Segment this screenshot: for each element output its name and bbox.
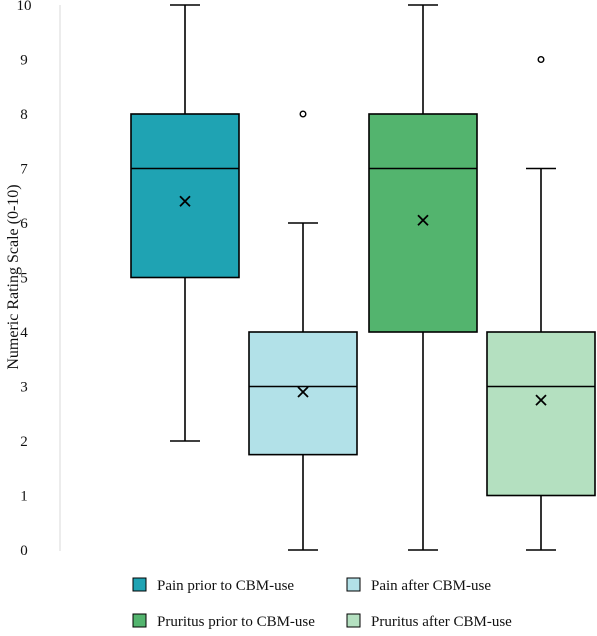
box-iqr <box>368 113 478 333</box>
y-tick-label-2: 2 <box>20 434 28 450</box>
y-tick-label-7: 7 <box>20 162 28 178</box>
boxes <box>130 4 596 551</box>
mean-marker-b <box>297 386 309 398</box>
box-series-2 <box>248 110 358 551</box>
legend: Pain prior to CBM-use Pain after CBM-use P… <box>132 577 512 630</box>
legend-swatch-4 <box>346 613 361 628</box>
y-tick-labels: 0 1 2 3 4 5 6 7 8 9 10 <box>17 0 32 559</box>
legend-swatch-2 <box>346 577 361 592</box>
legend-swatch-3 <box>132 613 147 628</box>
legend-label-3: Pruritus prior to CBM-use <box>157 614 315 630</box>
y-tick-label-6: 6 <box>20 216 28 232</box>
box-series-4 <box>486 56 596 551</box>
legend-label-4: Pruritus after CBM-use <box>371 614 512 630</box>
y-tick-label-9: 9 <box>20 53 28 69</box>
legend-label-2: Pain after CBM-use <box>371 578 491 594</box>
y-tick-label-0: 0 <box>20 543 28 559</box>
y-tick-label-10: 10 <box>17 0 32 14</box>
y-tick-label-5: 5 <box>20 271 28 287</box>
y-tick-label-8: 8 <box>20 107 28 123</box>
box-iqr <box>486 331 596 497</box>
box-iqr <box>248 331 358 456</box>
outlier-point <box>299 110 307 118</box>
outlier-point <box>537 56 545 64</box>
legend-label-1: Pain prior to CBM-use <box>157 578 294 594</box>
legend-swatch-1 <box>132 577 147 592</box>
mean-marker-b <box>179 195 191 207</box>
box-series-3 <box>368 4 478 551</box>
mean-marker-b <box>535 394 547 406</box>
y-tick-label-4: 4 <box>20 325 28 341</box>
y-tick-label-3: 3 <box>20 380 28 396</box>
y-tick-label-1: 1 <box>20 489 28 505</box>
box-series-1 <box>130 4 240 442</box>
y-axis-label: Numeric Rating Scale (0-10) <box>5 184 22 369</box>
mean-marker-b <box>417 214 429 226</box>
box-iqr <box>130 113 240 279</box>
